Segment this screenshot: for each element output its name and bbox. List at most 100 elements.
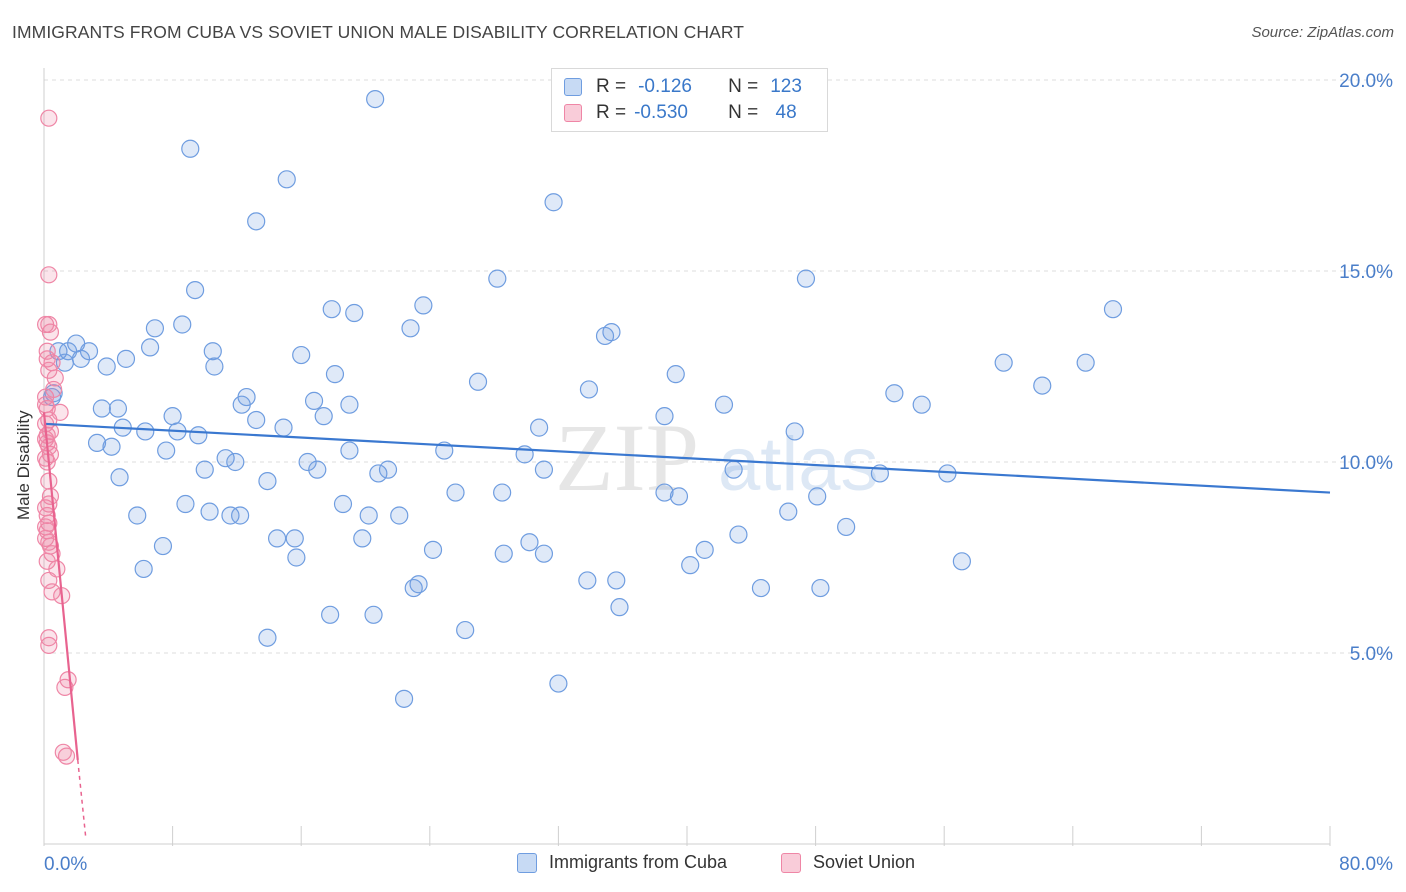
point-cuba [456, 620, 475, 640]
point-cuba [221, 506, 240, 525]
point-cuba [607, 571, 626, 590]
point-cuba [308, 460, 327, 479]
point-cuba [994, 353, 1013, 372]
point-cuba [1033, 376, 1052, 395]
point-cuba [785, 422, 804, 441]
x-tick-label: 80.0% [1339, 854, 1393, 875]
point-cuba [345, 303, 364, 323]
point-cuba [87, 433, 107, 452]
point-cuba [216, 449, 235, 468]
point-soviet [56, 678, 74, 696]
point-cuba [414, 296, 433, 315]
point-soviet [40, 472, 58, 490]
point-cuba [333, 494, 353, 514]
point-cuba [534, 460, 554, 479]
point-cuba [247, 410, 266, 430]
point-cuba [232, 395, 251, 414]
point-cuba [610, 598, 629, 617]
point-cuba [837, 517, 856, 537]
point-cuba [186, 281, 205, 300]
n-label: N = [728, 102, 759, 123]
point-cuba [258, 472, 277, 491]
point-cuba [669, 487, 689, 506]
point-cuba [549, 674, 568, 693]
point-cuba [885, 384, 904, 403]
n-value-cuba: 123 [770, 76, 802, 97]
point-cuba [494, 544, 513, 563]
n-label: N = [728, 76, 759, 97]
chart-title: IMMIGRANTS FROM CUBA VS SOVIET UNION MAL… [12, 22, 745, 42]
watermark: ZIP atlas [555, 404, 879, 511]
point-soviet [57, 747, 76, 765]
point-cuba [423, 540, 443, 559]
point-cuba [157, 441, 176, 460]
point-cuba [493, 483, 512, 502]
soviet-swatch [564, 104, 582, 122]
r-value-soviet: -0.530 [634, 102, 688, 123]
point-soviet [43, 583, 61, 601]
point-cuba [181, 139, 200, 158]
point-cuba [468, 372, 488, 391]
point-cuba [353, 529, 372, 548]
point-cuba [203, 342, 222, 361]
y-axis-label: Male Disability [14, 410, 33, 520]
n-value-soviet: 48 [770, 102, 797, 123]
point-cuba [205, 357, 224, 376]
point-cuba [173, 315, 192, 334]
legend: Immigrants from Cuba Soviet Union [0, 852, 1406, 878]
point-cuba [322, 300, 341, 319]
legend-soviet-label: Soviet Union [813, 852, 916, 872]
cuba-swatch [564, 78, 582, 96]
point-cuba [298, 452, 317, 472]
point-soviet [40, 266, 58, 284]
point-cuba [274, 418, 293, 437]
point-cuba [779, 502, 798, 521]
legend-item-cuba: Immigrants from Cuba [517, 852, 727, 873]
point-cuba [110, 468, 129, 487]
point-cuba [287, 548, 306, 567]
point-cuba [530, 418, 549, 437]
r-value-cuba: -0.126 [638, 76, 692, 97]
point-cuba [488, 269, 507, 288]
point-cuba [390, 506, 409, 525]
point-cuba [200, 502, 219, 521]
point-cuba [108, 399, 128, 418]
legend-cuba-label: Immigrants from Cuba [549, 852, 728, 872]
stats-row-cuba: R = -0.126 N = 123 [564, 75, 802, 99]
point-cuba [394, 689, 414, 708]
point-cuba [655, 407, 674, 426]
stats-box: R = -0.126 N = 123 R = -0.530 N = 48 [551, 68, 828, 132]
point-cuba [71, 349, 91, 368]
chart-source: Source: ZipAtlas.com [1251, 24, 1394, 41]
point-cuba [811, 578, 830, 598]
legend-item-soviet: Soviet Union [781, 852, 915, 873]
point-cuba [140, 338, 160, 357]
point-cuba [520, 533, 539, 552]
point-cuba [655, 483, 674, 502]
point-cuba [751, 578, 771, 598]
point-cuba [714, 395, 734, 414]
legend-soviet-swatch [781, 852, 801, 873]
y-tick-label: 20.0% [1339, 71, 1393, 92]
point-cuba [176, 494, 195, 514]
point-cuba [401, 319, 420, 338]
point-cuba [796, 269, 816, 288]
point-cuba [1103, 300, 1123, 319]
y-tick-label: 10.0% [1339, 453, 1393, 474]
point-cuba [231, 506, 250, 525]
stats-row-soviet: R = -0.530 N = 48 [564, 101, 797, 125]
point-cuba [578, 571, 597, 590]
point-soviet [40, 636, 58, 654]
point-cuba [912, 395, 931, 414]
point-cuba [247, 212, 266, 231]
point-cuba [267, 529, 287, 548]
point-cuba [163, 407, 182, 426]
point-cuba [97, 357, 116, 376]
point-cuba [189, 426, 208, 445]
tick-labels: 5.0% 10.0% 15.0% 20.0% 0.0% 80.0% [44, 71, 1393, 875]
r-label: R = [596, 102, 627, 123]
point-soviet [41, 323, 60, 341]
point-cuba [195, 460, 214, 479]
axes [43, 68, 1331, 846]
point-cuba [340, 441, 359, 460]
